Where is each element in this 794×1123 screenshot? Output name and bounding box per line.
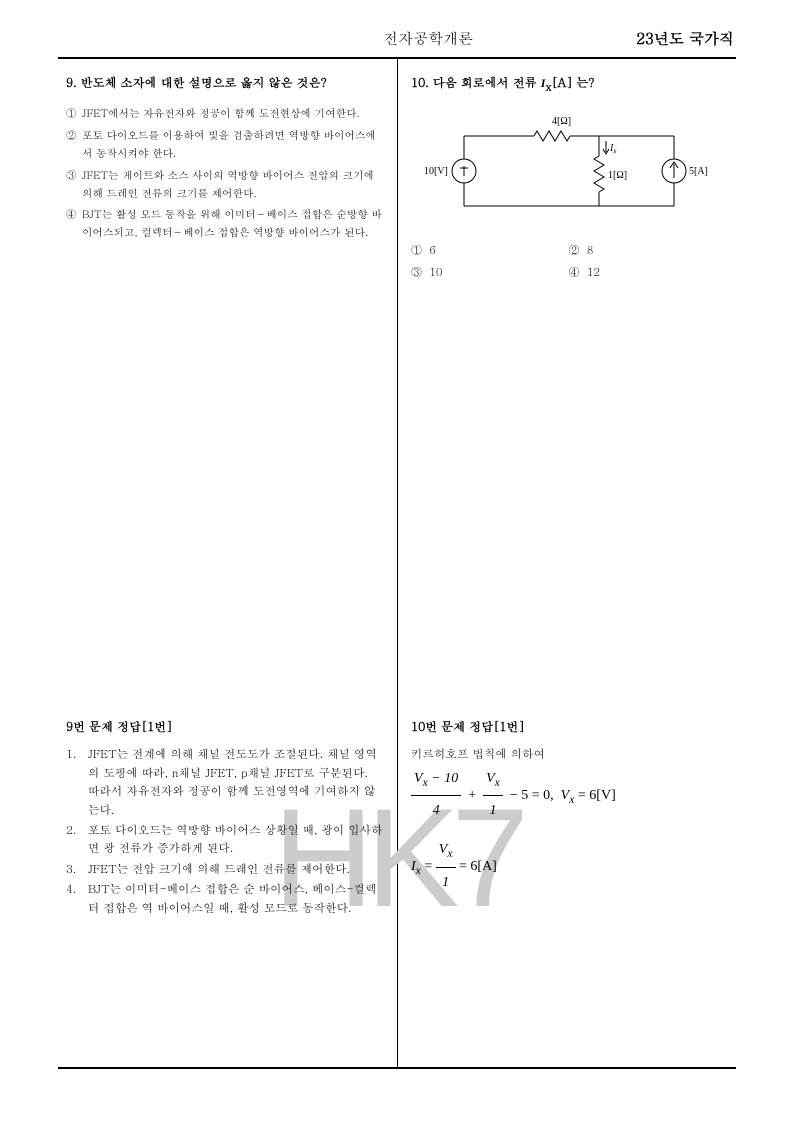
ans9-item: 4.BJT는 이미터-베이스 접합은 순 바이어스, 베이스-컬렉터 접합은 역… (66, 880, 383, 917)
q10-opt-4: ④ 12 (569, 262, 727, 284)
header-subject: 전자공학개론 (60, 28, 636, 49)
choice-text: 포토 다이오드를 이용하여 빛을 검출하려면 역방향 바이어스에서 동작시켜야 … (82, 126, 383, 162)
ans9-item: 2.포토 다이오드는 역방향 바이어스 상황일 때, 광이 입사하면 광 전류가… (66, 821, 383, 858)
eq2-val: = 6[A] (459, 859, 497, 874)
q10-title-suffix: 는? (572, 74, 594, 91)
ans10-eq2: Ix = Vx1 = 6[A] (411, 835, 726, 898)
choice-text: JFET에서는 자유전자와 정공이 함께 도전현상에 기여한다. (82, 104, 383, 122)
opt-val: 6 (429, 243, 436, 258)
ans-text: 포토 다이오드는 역방향 바이어스 상황일 때, 광이 입사하면 광 전류가 증… (88, 821, 383, 858)
opt-num: ③ (411, 265, 422, 280)
ans9-column: 9번 문제 정답[1번] 1.JFET는 전계에 의해 채널 전도도가 조절된다… (58, 714, 397, 919)
q9-choice-2: ② 포토 다이오드를 이용하여 빛을 검출하려면 역방향 바이어스에서 동작시켜… (66, 126, 383, 162)
ans-num: 4. (66, 880, 88, 917)
choice-num: ① (66, 104, 82, 122)
ans9-list: 1.JFET는 전계에 의해 채널 전도도가 조절된다. 채널 영역의 도핑에 … (66, 745, 383, 917)
q10-options: ① 6 ② 8 ③ 10 ④ 12 (411, 240, 726, 283)
ix-sub: x (612, 147, 617, 155)
opt-num: ① (411, 243, 422, 258)
eq1-val: = 6[V] (574, 788, 615, 803)
v-left-label: 10[V] (424, 166, 448, 177)
r-top-label: 4[Ω] (552, 116, 571, 127)
ans-text: JFET는 전계에 의해 채널 전도도가 조절된다. 채널 영역의 도핑에 따라… (88, 745, 383, 819)
header-exam: 23년도 국가직 (636, 28, 734, 49)
ans10-title: 10번 문제 정답[1번] (411, 718, 726, 735)
bottom-rule (58, 1067, 736, 1069)
ans9-title: 9번 문제 정답[1번] (66, 718, 383, 735)
choice-text: BJT는 활성 모드 동작을 위해 이미터－베이스 접합은 순방향 바이어스되고… (82, 205, 383, 241)
q9-choice-3: ③ JFET는 게이트와 소스 사이의 역방향 바이어스 전압의 크기에 의해 … (66, 166, 383, 202)
choice-text: JFET는 게이트와 소스 사이의 역방향 바이어스 전압의 크기에 의해 드레… (82, 166, 383, 202)
q10-title-prefix: 10. 다음 회로에서 전류 (411, 74, 541, 91)
ans-num: 3. (66, 860, 88, 878)
ans-text: BJT는 이미터-베이스 접합은 순 바이어스, 베이스-컬렉터 접합은 역 바… (88, 880, 383, 917)
ans9-item: 1.JFET는 전계에 의해 채널 전도도가 조절된다. 채널 영역의 도핑에 … (66, 745, 383, 819)
ans-num: 2. (66, 821, 88, 858)
opt-num: ② (569, 243, 580, 258)
ans-num: 1. (66, 745, 88, 819)
q10-unit: [A] (552, 74, 573, 91)
opt-val: 12 (587, 265, 600, 280)
choice-num: ③ (66, 166, 82, 202)
circuit-diagram: 4[Ω] Ix 1[Ω] 10[V] 5[A] (424, 106, 714, 226)
choice-num: ② (66, 126, 82, 162)
q10-title: 10. 다음 회로에서 전류 Ix[A] 는? (411, 73, 726, 94)
q10-opt-2: ② 8 (569, 240, 727, 262)
opt-val: 10 (429, 265, 442, 280)
q10-opt-3: ③ 10 (411, 262, 569, 284)
content-area: 9. 반도체 소자에 대한 설명으로 옳지 않은 것은? ① JFET에서는 자… (58, 59, 736, 1069)
ans9-item: 3.JFET는 전압 크기에 의해 드레인 전류를 제어한다. (66, 860, 383, 878)
ans10-eq1: Vx − 104 + Vx1 − 5 = 0, Vx = 6[V] (411, 764, 726, 827)
ans10-line1: 키르히호프 법칙에 의하여 (411, 745, 726, 763)
opt-val: 8 (587, 243, 594, 258)
ans10-column: 10번 문제 정답[1번] 키르히호프 법칙에 의하여 Vx − 104 + V… (397, 714, 736, 919)
answer-section: 9번 문제 정답[1번] 1.JFET는 전계에 의해 채널 전도도가 조절된다… (58, 714, 736, 919)
q9-choice-1: ① JFET에서는 자유전자와 정공이 함께 도전현상에 기여한다. (66, 104, 383, 122)
q9-choice-4: ④ BJT는 활성 모드 동작을 위해 이미터－베이스 접합은 순방향 바이어스… (66, 205, 383, 241)
eq1-var: V (561, 788, 570, 803)
q10-opt-1: ① 6 (411, 240, 569, 262)
r-mid-label: 1[Ω] (608, 170, 627, 181)
i-right-label: 5[A] (689, 166, 708, 177)
q9-title: 9. 반도체 소자에 대한 설명으로 옳지 않은 것은? (66, 73, 383, 92)
svg-text:Ix: Ix (609, 143, 617, 155)
choice-num: ④ (66, 205, 82, 241)
ans-text: JFET는 전압 크기에 의해 드레인 전류를 제어한다. (88, 860, 383, 878)
opt-num: ④ (569, 265, 580, 280)
